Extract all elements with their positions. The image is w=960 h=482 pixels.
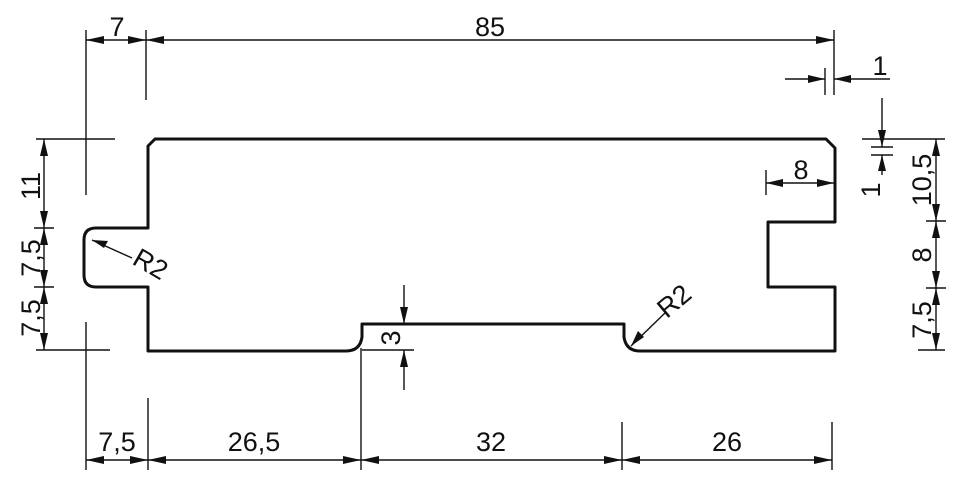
label-right-lower: 7,5 xyxy=(907,301,937,339)
label-bottom-3: 32 xyxy=(476,427,506,457)
label-right-middle: 8 xyxy=(907,247,937,262)
label-top-left: 7 xyxy=(109,12,124,42)
top-dimension-lines xyxy=(86,36,890,83)
label-right-inner-width: 8 xyxy=(793,155,808,185)
label-left-middle: 7,5 xyxy=(16,239,46,277)
label-bottom-4: 26 xyxy=(712,427,742,457)
label-left-upper: 11 xyxy=(16,172,46,200)
extension-lines xyxy=(36,30,945,470)
label-bottom-2: 26,5 xyxy=(228,427,281,457)
label-bottom-1: 7,5 xyxy=(98,427,136,457)
label-top-right-small: 1 xyxy=(872,51,887,81)
bottom-dimension-lines xyxy=(86,456,832,464)
profile-outline xyxy=(82,137,837,353)
label-right-small-vertical: 1 xyxy=(856,182,886,197)
label-right-upper: 10,5 xyxy=(907,154,937,207)
label-groove-depth: 3 xyxy=(376,330,406,345)
label-radius-right: R2 xyxy=(651,279,697,324)
label-radius-left: R2 xyxy=(128,243,173,286)
label-left-lower: 7,5 xyxy=(16,299,46,337)
label-top-overall: 85 xyxy=(475,12,505,42)
radius-leaders xyxy=(91,239,667,347)
left-dimension-lines xyxy=(34,139,54,350)
groove-depth-dimension xyxy=(362,285,414,390)
right-dimension-lines xyxy=(766,98,946,350)
